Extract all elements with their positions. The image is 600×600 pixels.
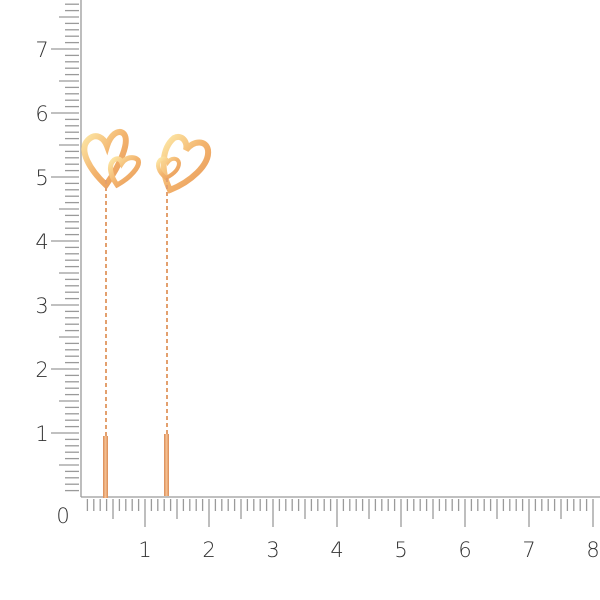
ruler-label: 8 [586,538,599,562]
ruler-label: 6 [458,538,471,562]
ruler-label: 7 [522,538,535,562]
ruler-label: 4 [35,230,48,254]
ruler-label: 5 [394,538,407,562]
ruler-label: 1 [138,538,151,562]
ruler-label: 2 [202,538,215,562]
ruler-label: 4 [330,538,343,562]
ruler-label: 7 [35,38,48,62]
ruler-label: 5 [35,166,48,190]
ruler-label: 1 [35,422,48,446]
ruler-label: 2 [35,358,48,382]
ruler-label: 3 [35,294,48,318]
ruler-label: 6 [35,102,48,126]
ruler-label: 0 [56,504,69,528]
right-earring [156,134,212,496]
left-earring [81,128,141,498]
ruler-label: 3 [266,538,279,562]
